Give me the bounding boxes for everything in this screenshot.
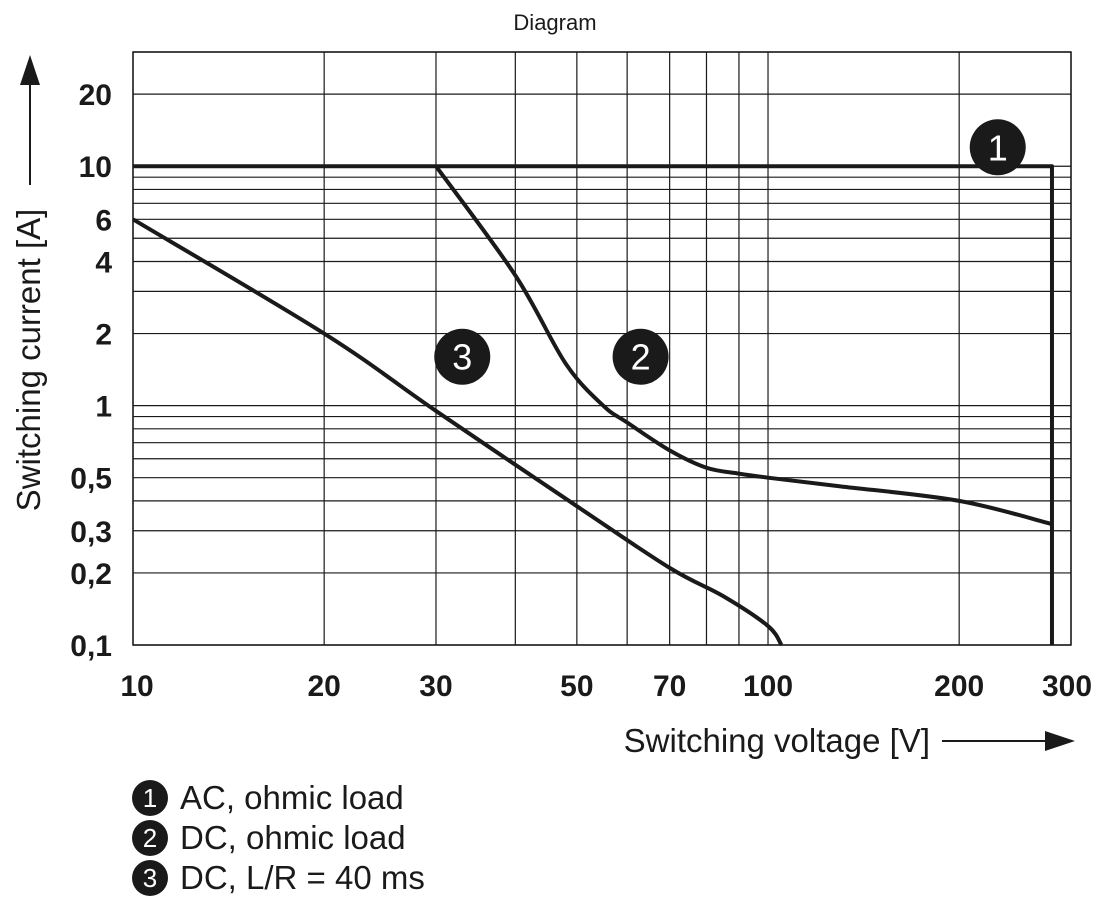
- series-marker-label: 1: [988, 127, 1008, 168]
- legend-item: 2 DC, ohmic load: [132, 818, 406, 858]
- x-tick-label: 10: [120, 670, 153, 703]
- legend-badge-2: 2: [132, 820, 168, 856]
- legend-item: 3 DC, L/R = 40 ms: [132, 858, 425, 898]
- series-marker-label: 2: [631, 337, 651, 378]
- x-tick-label: 20: [307, 670, 340, 703]
- legend-label: DC, L/R = 40 ms: [180, 859, 425, 896]
- x-tick-label: 50: [560, 670, 593, 703]
- plot-frame: [132, 51, 1072, 646]
- x-tick-labels: 10 20 30 50 70 100 200 300: [120, 670, 1092, 703]
- y-tick-label: 0,5: [70, 463, 112, 496]
- y-axis-label: Switching current [A]: [10, 209, 47, 512]
- x-tick-label: 70: [653, 670, 686, 703]
- legend-badge-1: 1: [132, 780, 168, 816]
- series-line-1: [133, 164, 1054, 645]
- series-marker-1: 1: [969, 119, 1026, 176]
- series-layer: [131, 164, 1054, 647]
- y-tick-label: 10: [79, 151, 112, 184]
- y-tick-label: 0,3: [70, 516, 112, 549]
- y-tick-label: 2: [95, 319, 112, 352]
- y-tick-label: 0,2: [70, 558, 112, 591]
- series-line-3: [131, 217, 784, 647]
- grid: [132, 51, 1072, 646]
- x-tick-label: 100: [743, 670, 793, 703]
- legend-badge-3: 3: [132, 860, 168, 896]
- series-marker-2: 2: [612, 328, 669, 385]
- series-marker-label: 3: [452, 337, 472, 378]
- chart-title: Diagram: [513, 10, 596, 35]
- x-axis-arrow: [942, 731, 1075, 751]
- y-tick-label: 6: [95, 204, 112, 237]
- legend-item: 1 AC, ohmic load: [132, 778, 404, 818]
- y-tick-label: 1: [95, 391, 112, 424]
- x-axis-label: Switching voltage [V]: [624, 722, 930, 759]
- y-tick-label: 4: [95, 246, 112, 279]
- series-line-2: [434, 165, 1053, 527]
- series-markers: 1 2 3: [434, 119, 1026, 385]
- legend-label: DC, ohmic load: [180, 819, 406, 856]
- y-tick-label: 0,1: [70, 630, 112, 663]
- x-tick-label: 200: [934, 670, 984, 703]
- y-axis-arrow: [20, 55, 40, 185]
- series-marker-3: 3: [434, 328, 491, 385]
- x-tick-label: 300: [1042, 670, 1092, 703]
- y-tick-labels: 0,1 0,2 0,3 0,5 1 2 4 6 10 20: [70, 79, 112, 663]
- y-tick-label: 20: [79, 79, 112, 112]
- legend-label: AC, ohmic load: [180, 779, 404, 816]
- x-tick-label: 30: [419, 670, 452, 703]
